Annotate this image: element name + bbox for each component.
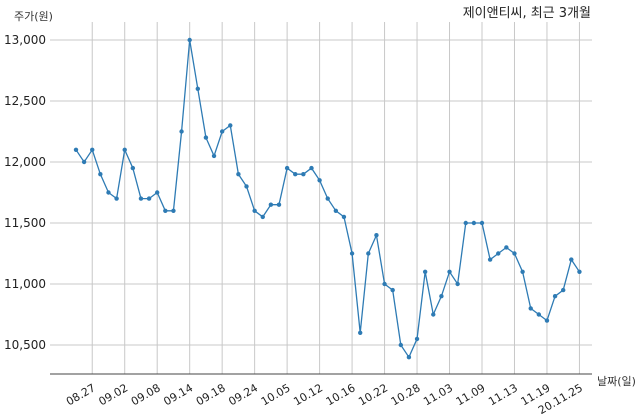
data-point <box>236 172 241 177</box>
data-point <box>520 269 525 274</box>
data-point <box>284 165 290 171</box>
data-point <box>203 135 209 140</box>
data-point <box>496 251 501 256</box>
data-point <box>211 153 217 159</box>
x-tick-label: 10.22 <box>356 381 390 408</box>
data-point <box>333 208 339 213</box>
data-point <box>414 336 420 342</box>
x-tick-label: 10.12 <box>291 381 325 408</box>
data-point <box>244 184 249 189</box>
x-tick-label: 10.28 <box>389 381 423 408</box>
data-point <box>561 287 566 293</box>
data-point <box>374 233 379 238</box>
data-point <box>187 37 192 43</box>
x-tick-label: 11.03 <box>421 381 455 408</box>
data-point <box>260 214 265 220</box>
y-axis-label: 주가(원) <box>14 10 53 23</box>
series-layer <box>73 37 582 360</box>
data-point <box>309 165 314 171</box>
data-point <box>146 196 152 201</box>
data-point <box>219 129 225 134</box>
y-tick-label: 13,000 <box>4 33 46 47</box>
data-point <box>406 355 412 360</box>
data-point <box>293 172 298 177</box>
data-point <box>536 312 542 317</box>
data-point <box>349 251 355 256</box>
data-point <box>90 147 95 152</box>
x-tick-label: 09.18 <box>194 381 228 408</box>
data-point <box>228 123 233 128</box>
grid-layer <box>50 22 592 374</box>
x-axis-label: 날짜(일) <box>597 374 636 388</box>
data-point <box>325 196 330 201</box>
data-point <box>544 318 550 323</box>
y-tick-label: 12,000 <box>4 155 46 169</box>
x-tick-label: 09.02 <box>96 381 130 408</box>
data-point <box>268 202 274 207</box>
data-point <box>130 165 136 171</box>
y-tick-label: 10,500 <box>4 338 46 352</box>
data-point <box>463 220 468 226</box>
data-point <box>422 269 428 274</box>
data-point <box>390 287 395 293</box>
x-tick-label: 11.13 <box>486 381 520 408</box>
data-point <box>301 172 306 177</box>
data-point <box>431 312 436 317</box>
x-tick-label: 10.16 <box>324 381 358 408</box>
data-point <box>122 147 127 152</box>
data-point <box>455 281 460 287</box>
x-tick-label: 10.05 <box>259 381 293 408</box>
data-point <box>276 202 282 207</box>
data-point <box>552 294 558 299</box>
data-point <box>163 208 168 213</box>
data-point <box>98 172 103 177</box>
data-point <box>398 342 403 348</box>
x-tick-label: 09.14 <box>161 381 195 408</box>
data-point <box>317 178 322 183</box>
data-point <box>106 190 111 195</box>
data-point <box>341 214 347 220</box>
data-point <box>487 257 493 262</box>
data-point <box>114 196 119 201</box>
x-tick-label: 09.24 <box>226 381 260 408</box>
data-point <box>358 330 363 335</box>
data-point <box>504 245 509 250</box>
data-point <box>366 251 371 256</box>
data-point <box>138 196 144 201</box>
data-point <box>577 269 582 274</box>
data-point <box>252 208 257 213</box>
y-tick-label: 11,000 <box>4 277 46 291</box>
x-tick-label: 08.27 <box>64 381 98 408</box>
data-point <box>528 306 533 311</box>
data-point <box>512 251 517 256</box>
data-point <box>179 129 184 134</box>
x-tick-label: 09.08 <box>129 381 163 408</box>
data-point <box>171 208 176 213</box>
data-point <box>155 190 160 195</box>
y-tick-label: 12,500 <box>4 94 46 108</box>
y-tick-label: 11,500 <box>4 216 46 230</box>
x-tick-label: 11.09 <box>454 381 488 408</box>
data-point <box>479 220 485 226</box>
data-point <box>73 147 79 152</box>
data-point <box>382 281 387 287</box>
data-point <box>447 269 452 274</box>
chart-title: 제이앤티씨, 최근 3개월 <box>463 6 591 21</box>
data-point <box>81 159 87 165</box>
data-point <box>471 220 477 226</box>
data-point <box>569 257 574 262</box>
data-point <box>195 86 200 92</box>
data-point <box>439 294 444 299</box>
